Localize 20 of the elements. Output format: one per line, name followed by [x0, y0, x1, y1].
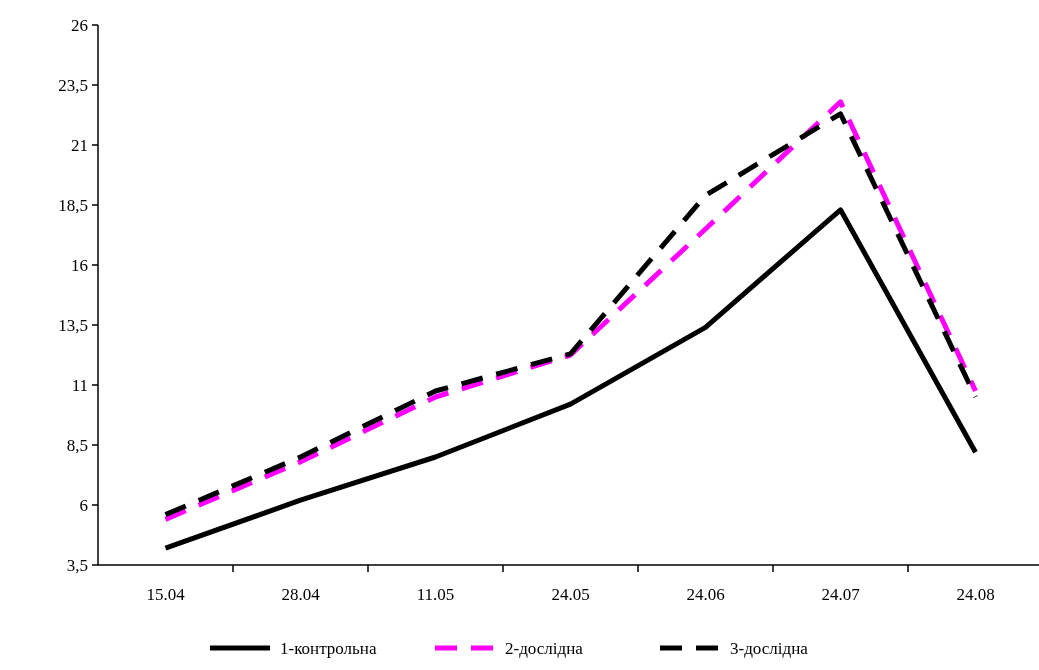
y-tick-label: 18,5 — [58, 195, 88, 215]
y-tick-label: 21 — [71, 135, 88, 155]
legend-label: 3-дослідна — [730, 638, 809, 658]
x-tick-label: 24.08 — [956, 585, 995, 604]
y-tick-label: 16 — [71, 255, 88, 275]
y-tick-label: 26 — [71, 15, 88, 35]
y-tick-label: 11 — [71, 375, 88, 395]
x-tick-label: 24.05 — [551, 585, 590, 604]
x-tick-label: 24.06 — [686, 585, 725, 604]
x-tick-label: 24.07 — [821, 585, 861, 604]
y-tick-label: 8,5 — [66, 435, 88, 455]
y-tick-label: 23,5 — [58, 75, 88, 95]
legend-label: 2-дослідна — [505, 638, 584, 658]
x-tick-label: 11.05 — [416, 585, 455, 604]
legend-label: 1-контрольна — [280, 638, 377, 658]
y-tick-label: 13,5 — [58, 315, 88, 335]
x-tick-label: 15.04 — [146, 585, 186, 604]
y-tick-label: 6 — [79, 495, 88, 515]
x-tick-label: 28.04 — [281, 585, 321, 604]
y-tick-label: 3,5 — [66, 555, 88, 575]
